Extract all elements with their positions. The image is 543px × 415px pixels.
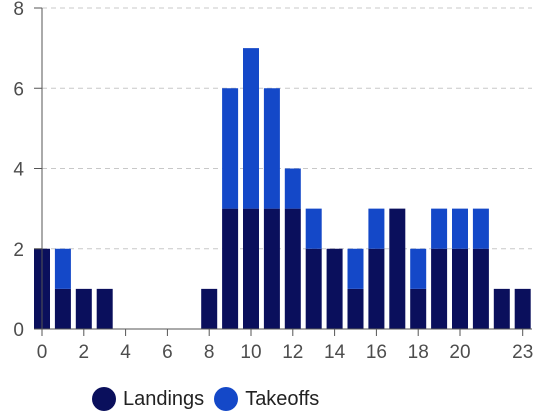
- bar-takeoffs-10[interactable]: [243, 48, 259, 209]
- legend-swatch-landings: [92, 387, 116, 411]
- bar-takeoffs-19[interactable]: [431, 208, 448, 249]
- bar-landings-21[interactable]: [472, 248, 489, 329]
- bar-takeoffs-11[interactable]: [263, 88, 280, 209]
- legend: Landings Takeoffs: [92, 386, 329, 412]
- legend-item-landings[interactable]: Landings: [92, 387, 204, 411]
- bar-landings-1[interactable]: [54, 288, 71, 329]
- bar-landings-9[interactable]: [222, 208, 239, 329]
- bar-takeoffs-16[interactable]: [368, 208, 385, 249]
- x-tick-label: 10: [240, 342, 261, 363]
- bar-takeoffs-9[interactable]: [222, 88, 239, 209]
- legend-item-takeoffs[interactable]: Takeoffs: [214, 387, 319, 411]
- bar-takeoffs-12[interactable]: [284, 168, 301, 209]
- bar-landings-2[interactable]: [75, 288, 92, 329]
- y-tick-label: 2: [13, 240, 24, 261]
- bar-takeoffs-1[interactable]: [54, 248, 71, 289]
- y-tick-label: 0: [13, 320, 24, 341]
- y-tick-label: 6: [13, 79, 24, 100]
- y-tick-label: 8: [13, 0, 24, 20]
- bar-landings-19[interactable]: [431, 248, 448, 329]
- legend-label-takeoffs: Takeoffs: [245, 387, 320, 410]
- bar-takeoffs-18[interactable]: [410, 248, 427, 289]
- x-tick-label: 2: [79, 342, 90, 363]
- bar-takeoffs-20[interactable]: [452, 208, 468, 249]
- x-tick-label: 6: [162, 342, 173, 363]
- bar-landings-23[interactable]: [514, 288, 531, 329]
- bar-landings-3[interactable]: [96, 288, 113, 329]
- bar-landings-18[interactable]: [410, 288, 427, 329]
- x-tick-label: 8: [204, 342, 215, 363]
- legend-swatch-takeoffs: [214, 387, 239, 411]
- bars: [34, 48, 531, 329]
- bar-takeoffs-21[interactable]: [472, 208, 489, 249]
- bar-landings-20[interactable]: [452, 248, 468, 329]
- x-tick-label: 16: [366, 342, 387, 363]
- bar-landings-12[interactable]: [284, 208, 301, 329]
- bar-landings-17[interactable]: [389, 208, 406, 329]
- x-tick-label: 23: [512, 342, 533, 363]
- bar-landings-16[interactable]: [368, 248, 385, 329]
- bar-landings-15[interactable]: [347, 288, 364, 329]
- stacked-bar-chart: 0 2 4 6 8 0 2 4 6 8 10 12 14 16 18 20 23: [13, 0, 533, 363]
- x-tick-label: 0: [37, 342, 48, 363]
- bar-takeoffs-13[interactable]: [305, 208, 322, 249]
- x-tick-labels: 0 2 4 6 8 10 12 14 16 18 20 23: [37, 329, 533, 363]
- x-tick-label: 18: [408, 342, 429, 363]
- bar-landings-14[interactable]: [326, 248, 343, 329]
- bar-landings-13[interactable]: [305, 248, 322, 329]
- x-tick-label: 4: [120, 342, 131, 363]
- x-tick-label: 20: [449, 342, 470, 363]
- bar-landings-11[interactable]: [263, 208, 280, 329]
- y-tick-labels: 0 2 4 6 8: [13, 0, 42, 341]
- x-tick-label: 14: [324, 342, 346, 363]
- bar-landings-22[interactable]: [493, 288, 510, 329]
- legend-label-landings: Landings: [123, 387, 205, 410]
- bar-landings-10[interactable]: [243, 208, 259, 329]
- y-tick-label: 4: [13, 160, 24, 181]
- bar-takeoffs-15[interactable]: [347, 248, 364, 289]
- x-tick-label: 12: [282, 342, 303, 363]
- bar-landings-8[interactable]: [201, 288, 218, 329]
